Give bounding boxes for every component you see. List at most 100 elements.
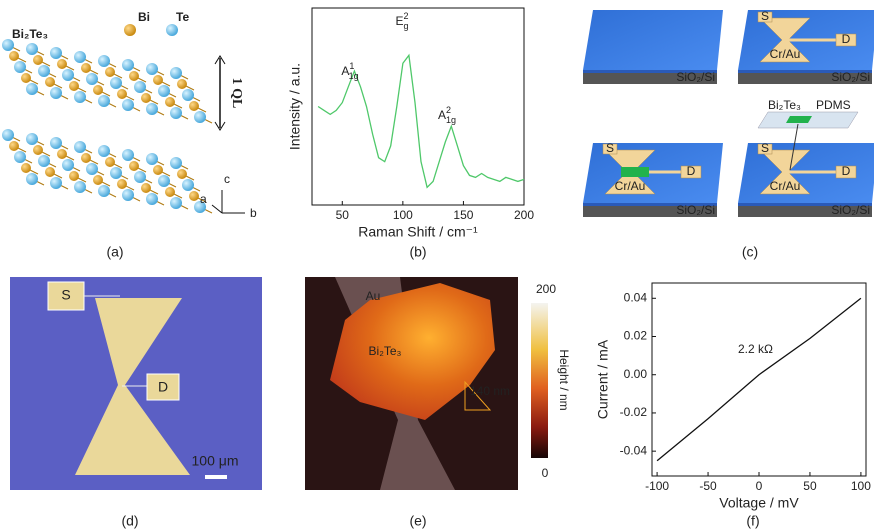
legend-label: Te (176, 10, 189, 24)
atom (158, 85, 170, 97)
flake (330, 283, 495, 420)
substrate-label: SiO₂/Si (676, 203, 715, 217)
atom (93, 175, 103, 185)
y-tick-label: 0.02 (624, 329, 648, 343)
atom (189, 101, 199, 111)
atom (57, 149, 67, 159)
atom (117, 179, 127, 189)
legend-te (166, 24, 178, 36)
axis-a: a (200, 192, 207, 206)
atom (141, 183, 151, 193)
pad-label: S (606, 141, 614, 155)
atom (98, 145, 110, 157)
oxide (738, 203, 872, 206)
pad-d (835, 165, 857, 179)
oxide (583, 203, 717, 206)
atom (21, 73, 31, 83)
substrate-label: SiO₂/Si (831, 203, 870, 217)
atom (33, 145, 43, 155)
y-tick-label: 0.00 (624, 367, 648, 381)
atom (170, 67, 182, 79)
atom (129, 71, 139, 81)
plot-frame (651, 282, 867, 477)
peak-sup: 2 (403, 11, 408, 21)
atom (141, 93, 151, 103)
atom (134, 171, 146, 183)
atom (129, 161, 139, 171)
atom (38, 155, 50, 167)
flake-label: Bi₂Te₃ (768, 98, 801, 112)
x-axis-label: Voltage / mV (719, 495, 799, 511)
atom (146, 193, 158, 205)
atom (21, 163, 31, 173)
panel-label: (d) (121, 513, 138, 529)
atom (105, 157, 115, 167)
atom (50, 87, 62, 99)
scale-bar (205, 475, 227, 479)
y-axis-label: Intensity / a.u. (287, 63, 303, 150)
peak-base: A (341, 64, 349, 78)
pad-d (680, 165, 702, 179)
oxide (738, 70, 872, 73)
atom (98, 95, 110, 107)
pad-label: D (158, 379, 168, 395)
peak-sub: 1g (349, 71, 359, 81)
atom (26, 133, 38, 145)
atom (153, 75, 163, 85)
atom (153, 165, 163, 175)
flake-on-pdms (786, 116, 812, 123)
atom (62, 159, 74, 171)
panel-label: (a) (106, 244, 123, 260)
atom (2, 39, 14, 51)
atom (86, 73, 98, 85)
atom (26, 43, 38, 55)
x-tick-label: 50 (803, 479, 817, 493)
atom (74, 91, 86, 103)
panel-label: (c) (742, 244, 758, 260)
flake-label: Bi₂Te₃ (369, 344, 402, 358)
x-tick-label: 150 (453, 208, 473, 222)
flake (621, 167, 649, 177)
atom (146, 153, 158, 165)
atom (110, 167, 122, 179)
pad-label: S (761, 9, 769, 23)
substrate-side (583, 203, 717, 217)
arrowhead (214, 55, 226, 131)
atom (2, 129, 14, 141)
atom (177, 79, 187, 89)
electrode-label: Cr/Au (770, 179, 801, 193)
data-line (317, 53, 525, 189)
atom (122, 59, 134, 71)
atom (14, 151, 26, 163)
atom (9, 141, 19, 151)
atom (170, 197, 182, 209)
atom (81, 63, 91, 73)
peak-label: E2 g (395, 11, 408, 31)
atom (50, 137, 62, 149)
pad-label: S (61, 287, 70, 303)
atom (26, 83, 38, 95)
atom (165, 187, 175, 197)
atom (194, 111, 206, 123)
electrode-label: Cr/Au (770, 47, 801, 61)
peak-base: A (438, 108, 446, 122)
y-axis-label: Current / mA (595, 339, 611, 419)
x-tick-label: -100 (645, 479, 669, 493)
plot-frame (311, 7, 525, 206)
peak-sub: g (404, 21, 409, 31)
x-tick-label: 100 (851, 479, 871, 493)
panel-label: (b) (409, 244, 426, 260)
atom (81, 153, 91, 163)
stamp-label: PDMS (816, 98, 851, 112)
pad-s (602, 143, 618, 155)
pad-label: D (842, 32, 851, 46)
colorbar-tick: 0 (542, 466, 549, 480)
atom (98, 185, 110, 197)
atom (146, 103, 158, 115)
atom (69, 171, 79, 181)
substrate-side (583, 70, 717, 84)
atom (57, 59, 67, 69)
x-tick-label: 200 (514, 208, 534, 222)
